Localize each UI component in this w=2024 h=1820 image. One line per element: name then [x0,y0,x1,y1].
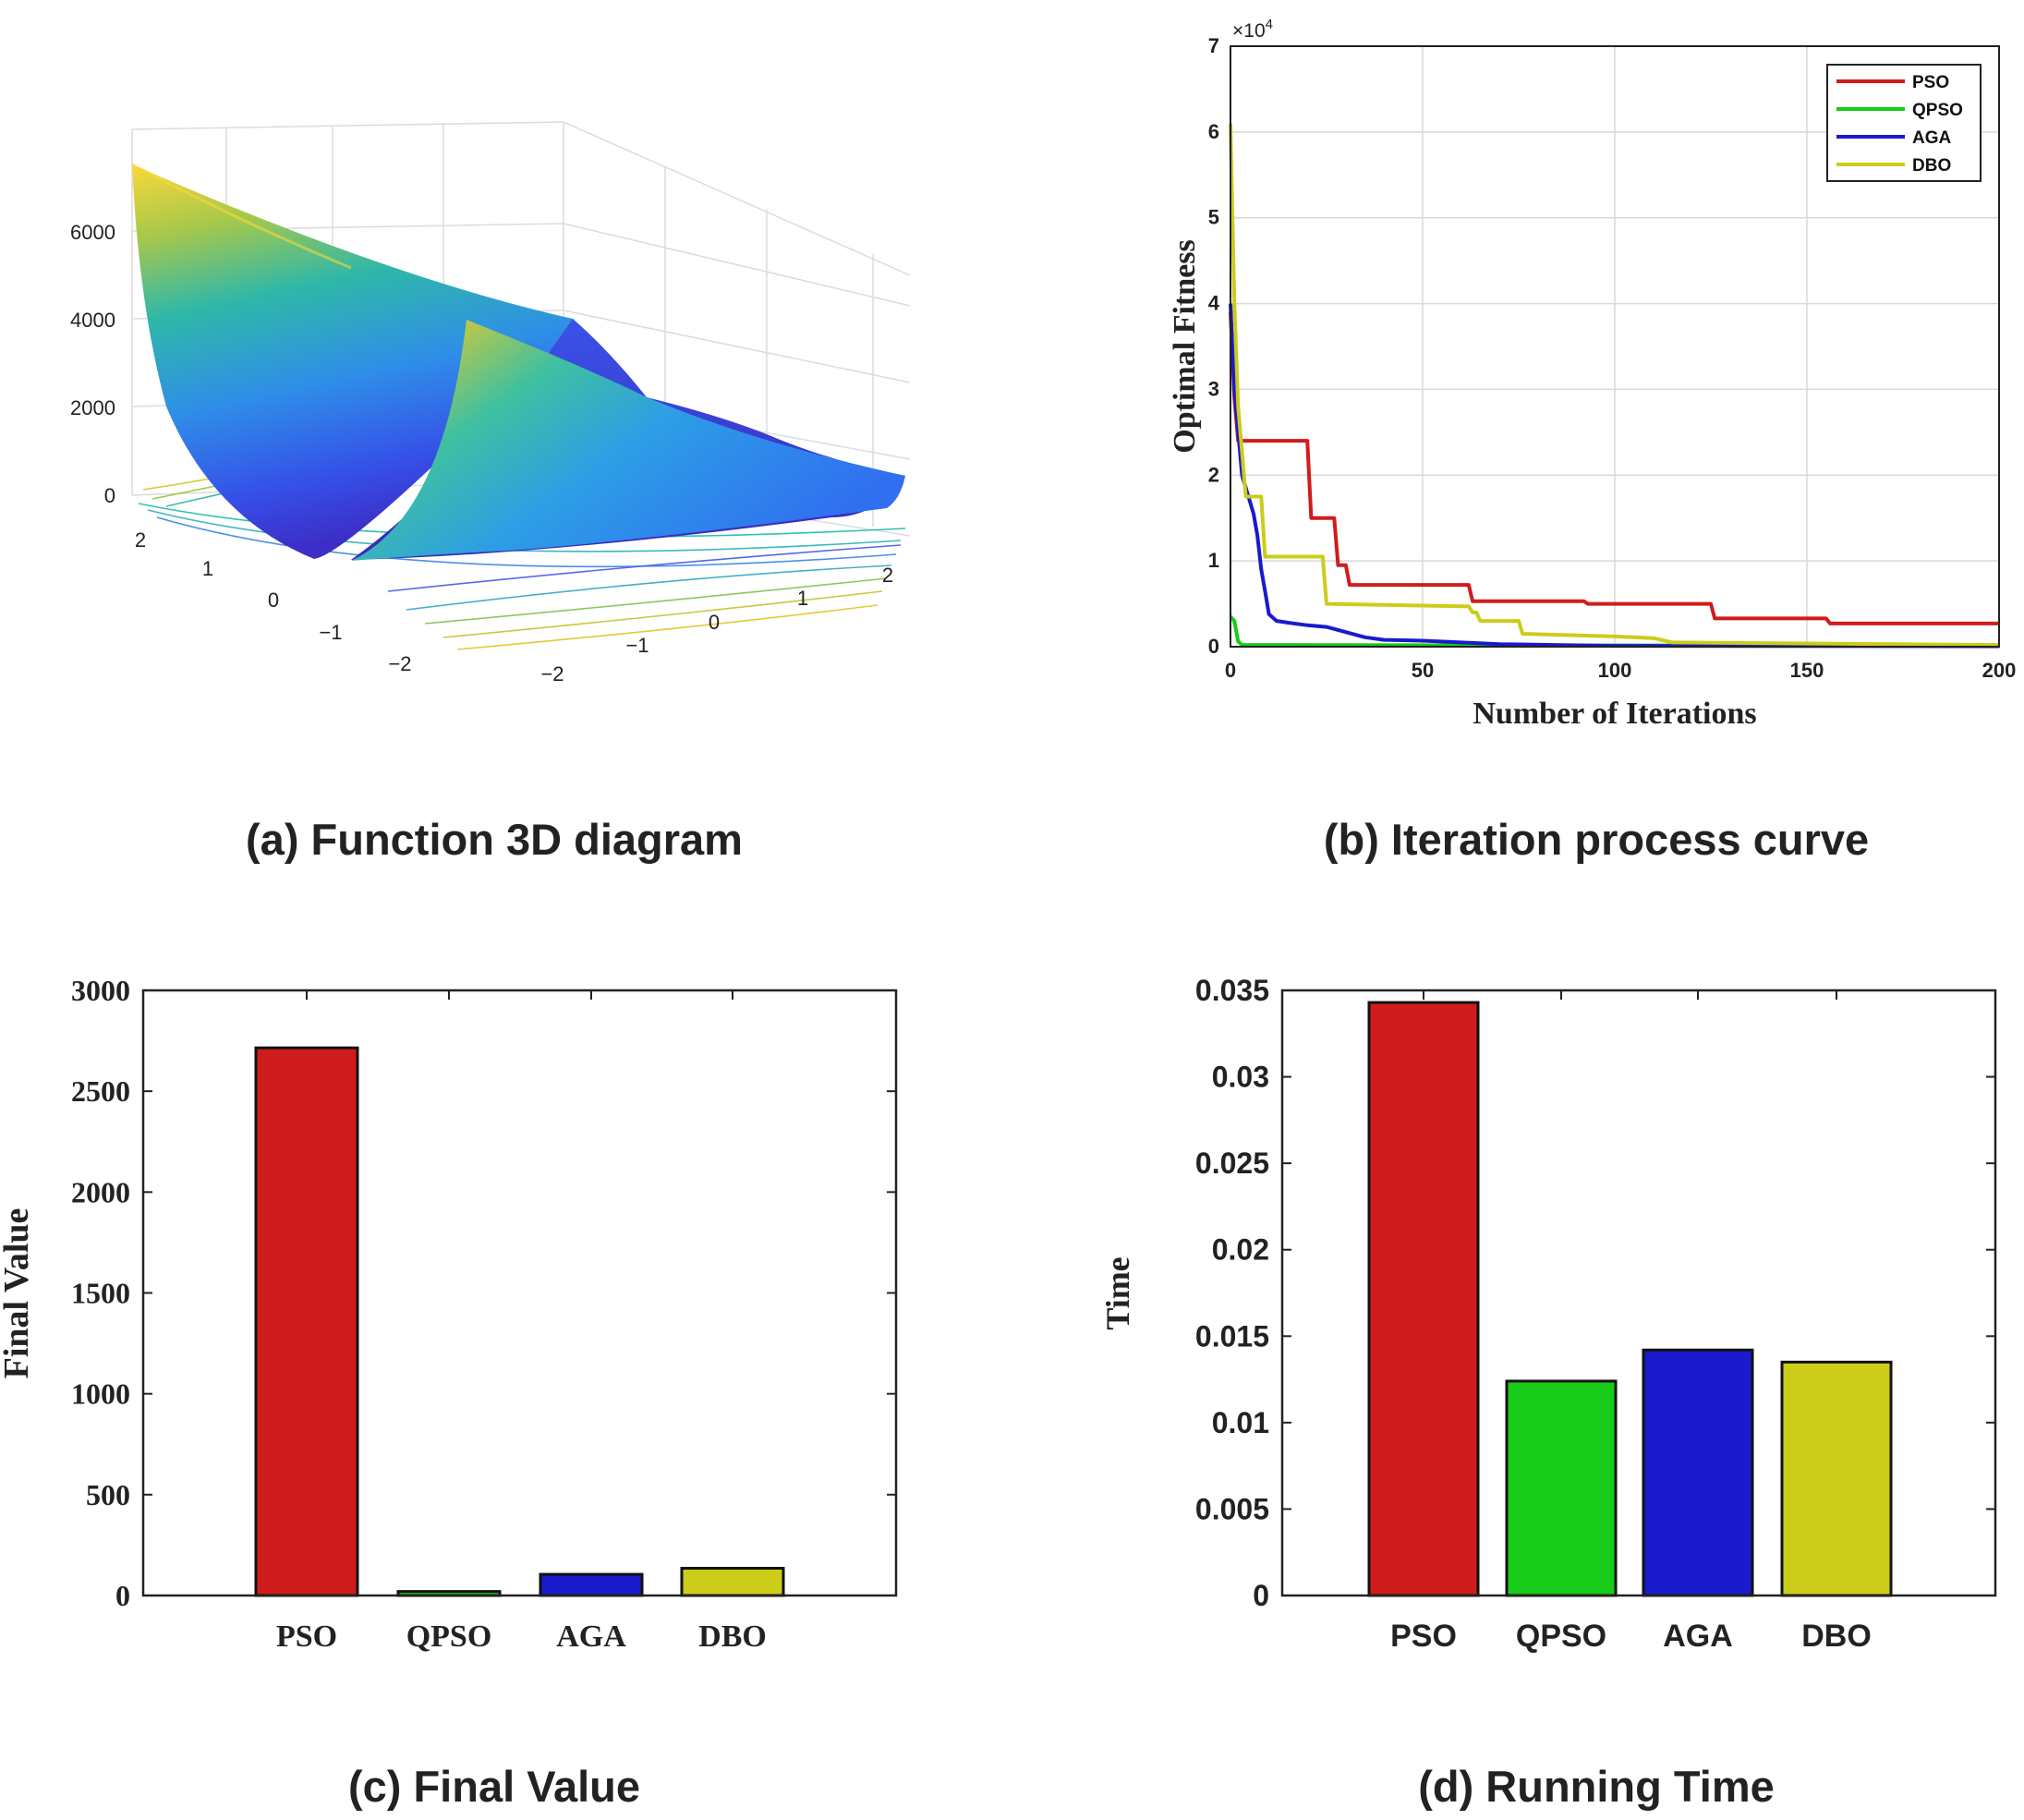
category-label: PSO [276,1620,337,1654]
tick-labels: PSO QPSO AGA DBO 0 500 1000 1500 2000 2500 3000 [71,974,896,1654]
legend-label: QPSO [1912,101,1963,120]
y-tick-label: 6 [1208,120,1219,143]
category-label: DBO [1801,1619,1872,1654]
tick-labels: PSO QPSO AGA DBO 0 0.005 0.01 0.015 0.02 0.025 0.0… [1195,974,1995,1654]
exponent-text: 4 [1266,17,1273,32]
y-tick-label: 2 [135,528,146,552]
caption-c: (c) Final Value [348,1762,640,1811]
y-tick-label: 0.015 [1195,1319,1269,1353]
x-tick-label: 200 [1982,659,2017,682]
panel-final-value: PSO QPSO AGA DBO 0 500 1000 1500 2000 2500 3000 Fi… [0,974,898,1811]
legend-label: PSO [1912,73,1949,92]
y-tick-label: 5 [1208,206,1219,229]
x-tick-label: 1 [797,587,808,610]
series-lines [1229,123,2000,649]
multiplier-text: ×10 [1232,20,1266,42]
category-label: AGA [1663,1619,1733,1654]
caption-a: (a) Function 3D diagram [246,815,743,864]
y-tick-label: 1000 [71,1377,130,1411]
z-tick-labels: 6000 4000 2000 0 [70,221,115,507]
y-tick-label: 1 [1208,549,1219,572]
y-tick-label: 0.01 [1212,1406,1269,1439]
panel-function-3d: 6000 4000 2000 0 2 1 0 −1 −2 −2 −1 0 1 2… [70,121,911,864]
caption-b: (b) Iteration process curve [1324,815,1869,864]
category-label: QPSO [406,1620,492,1654]
bar-dbo [680,1567,785,1597]
x-tick-label: 0 [709,611,720,634]
bars [1367,1001,1893,1597]
x-tick-labels: −2 −1 0 1 2 [540,564,893,686]
plot-frame [1280,989,1997,1597]
x-tick-label: 150 [1790,659,1824,682]
category-label: QPSO [1516,1619,1606,1654]
x-tick-label: 50 [1412,659,1434,682]
legend-label: DBO [1912,156,1951,176]
bar-dbo [1780,1360,1893,1597]
x-axis-label: Number of Iterations [1473,697,1756,731]
y-tick-label: 500 [86,1478,130,1511]
y-tick-label: 3000 [71,974,130,1007]
y-axis-label: Final Value [0,1208,36,1379]
category-label: AGA [556,1620,626,1654]
surface-back [132,164,577,559]
y-tick-label: 2500 [71,1074,130,1108]
bar-pso [1367,1001,1480,1597]
y-tick-label: 0.025 [1195,1147,1269,1180]
y-tick-labels: 2 1 0 −1 −2 [135,528,412,675]
y-tick-label: 0.005 [1195,1492,1269,1525]
legend-box [1826,64,1982,182]
y-tick-label: 0 [268,588,279,612]
tick-labels: 0 50 100 150 200 0 1 2 3 4 5 6 7 [1208,34,2017,682]
bar-aga [1642,1348,1754,1597]
y-tick-label: 0.035 [1195,974,1269,1007]
y-tick-label: −2 [388,652,411,675]
y-tick-label: 4 [1208,292,1220,315]
y-axis-label: Optimal Fitness [1168,239,1202,453]
exponent-label: ×104 [1232,17,1273,42]
z-tick-label: 6000 [70,221,115,244]
z-tick-label: 2000 [70,396,115,419]
panel-running-time: PSO QPSO AGA DBO 0 0.005 0.01 0.015 0.02 0.025 0.0… [1099,974,1997,1811]
legend: PSO QPSO AGA DBO [1826,64,1982,182]
z-tick-label: 0 [104,484,115,507]
category-label: PSO [1390,1619,1457,1654]
x-tick-label: 2 [882,564,893,587]
bar-qpso [1505,1379,1618,1597]
x-tick-label: −2 [540,662,564,686]
caption-d: (d) Running Time [1418,1762,1775,1811]
surface-front [351,320,905,561]
y-tick-label: 1500 [71,1277,130,1310]
series-line-dbo [1229,123,2000,648]
y-tick-label: 2000 [71,1175,130,1208]
y-tick-label: 7 [1208,34,1219,57]
y-tick-label: 0.02 [1212,1233,1269,1267]
x-tick-label: 100 [1598,659,1632,682]
category-label: DBO [698,1620,767,1654]
y-tick-label: 0 [1253,1579,1269,1612]
bar-aga [539,1572,644,1597]
y-tick-label: 0 [1208,635,1219,658]
plot-frame [1230,45,2000,648]
z-tick-label: 4000 [70,309,115,332]
y-tick-label: 0.03 [1212,1061,1269,1094]
series-line-pso [1229,311,1999,625]
x-tick-label: 0 [1225,659,1236,682]
y-axis-label: Time [1099,1256,1136,1329]
y-tick-label: 2 [1208,463,1219,486]
bar-pso [254,1046,359,1597]
bars [254,1046,785,1597]
y-tick-label: 3 [1208,377,1219,400]
x-tick-label: −1 [625,634,648,657]
y-tick-label: 0 [115,1579,130,1612]
y-tick-label: 1 [202,557,213,580]
y-tick-label: −1 [319,621,342,644]
legend-label: AGA [1912,128,1952,148]
series-line-aga [1229,303,2000,649]
